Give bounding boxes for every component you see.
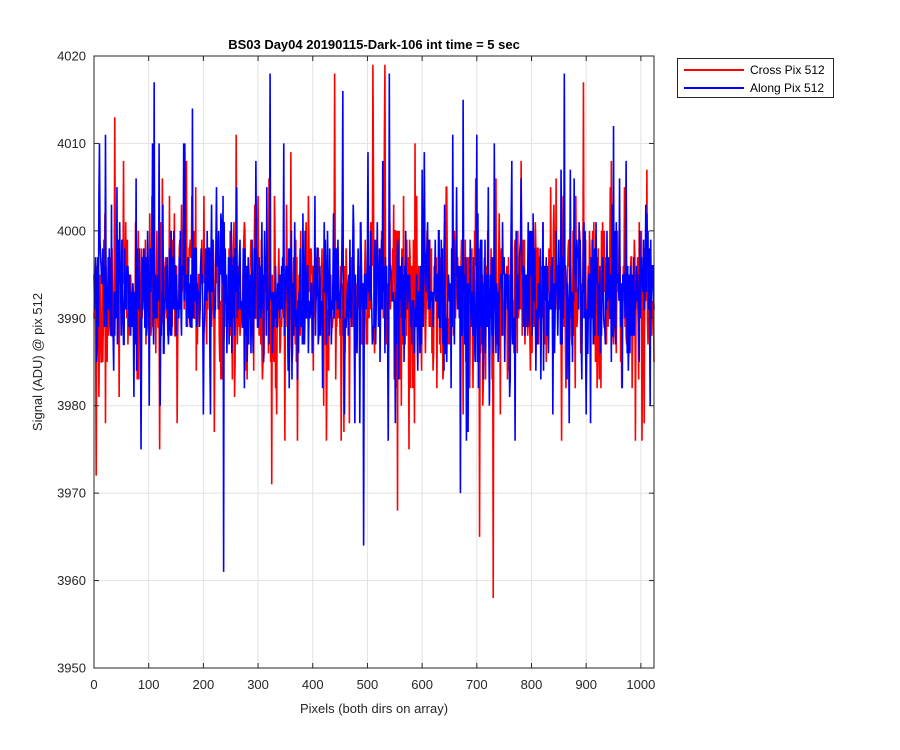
legend-label-cross: Cross Pix 512 [750, 63, 825, 77]
x-tick-label: 400 [302, 677, 324, 692]
x-tick-label: 0 [90, 677, 97, 692]
x-tick-label: 500 [357, 677, 379, 692]
legend-swatch-cross [684, 69, 744, 71]
x-tick-label: 700 [466, 677, 488, 692]
y-axis-label: Signal (ADU) @ pix 512 [30, 293, 45, 431]
series-line-along-pix-512 [93, 73, 655, 572]
x-tick-label: 900 [575, 677, 597, 692]
x-tick-label: 800 [521, 677, 543, 692]
y-tick-label: 3990 [57, 311, 86, 326]
axis-ticks: 0 100 200 300 400 500 600 700 800 900 1000 3950 3960… [57, 49, 655, 693]
y-tick-label: 4010 [57, 136, 86, 151]
y-tick-label: 3960 [57, 573, 86, 588]
legend-swatch-along [684, 87, 744, 89]
legend: Cross Pix 512 Along Pix 512 [677, 58, 834, 98]
y-tick-label: 3970 [57, 486, 86, 501]
x-tick-label: 1000 [626, 677, 655, 692]
x-axis-label: Pixels (both dirs on array) [300, 701, 448, 716]
x-tick-label: 200 [193, 677, 215, 692]
series-layer [93, 64, 655, 599]
y-tick-label: 3980 [57, 398, 86, 413]
legend-label-along: Along Pix 512 [750, 81, 825, 95]
y-tick-label: 4020 [57, 49, 86, 64]
chart-title: BS03 Day04 20190115-Dark-106 int time = … [228, 37, 520, 52]
legend-item-cross: Cross Pix 512 [678, 62, 833, 78]
y-tick-label: 3950 [57, 661, 86, 676]
x-tick-label: 300 [247, 677, 269, 692]
legend-item-along: Along Pix 512 [678, 80, 833, 96]
y-tick-label: 4000 [57, 223, 86, 238]
plot-frame [93, 55, 655, 669]
x-tick-label: 600 [411, 677, 433, 692]
x-tick-label: 100 [138, 677, 160, 692]
